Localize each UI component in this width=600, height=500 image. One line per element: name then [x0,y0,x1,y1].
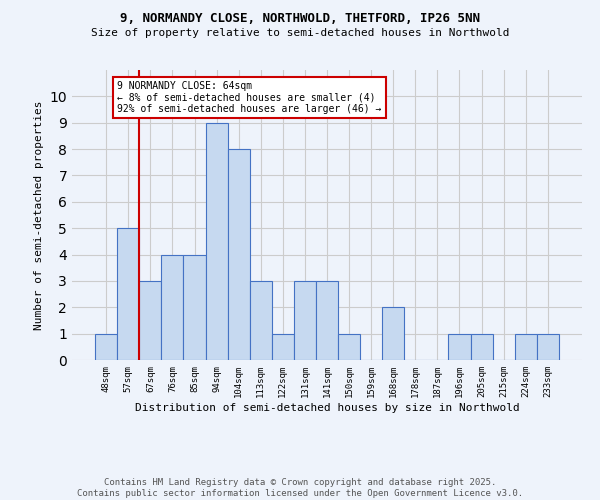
Text: 9, NORMANDY CLOSE, NORTHWOLD, THETFORD, IP26 5NN: 9, NORMANDY CLOSE, NORTHWOLD, THETFORD, … [120,12,480,26]
Bar [95,334,117,360]
Bar [250,281,272,360]
Bar [470,334,493,360]
Bar [206,122,227,360]
Bar [382,308,404,360]
Bar [448,334,470,360]
Bar [515,334,537,360]
Bar [184,254,206,360]
Bar [272,334,294,360]
Text: Size of property relative to semi-detached houses in Northwold: Size of property relative to semi-detach… [91,28,509,38]
Text: Contains HM Land Registry data © Crown copyright and database right 2025.
Contai: Contains HM Land Registry data © Crown c… [77,478,523,498]
Bar [117,228,139,360]
Bar [227,149,250,360]
Bar [294,281,316,360]
X-axis label: Distribution of semi-detached houses by size in Northwold: Distribution of semi-detached houses by … [134,402,520,412]
Bar [139,281,161,360]
Bar [537,334,559,360]
Y-axis label: Number of semi-detached properties: Number of semi-detached properties [34,100,44,330]
Bar [161,254,184,360]
Text: 9 NORMANDY CLOSE: 64sqm
← 8% of semi-detached houses are smaller (4)
92% of semi: 9 NORMANDY CLOSE: 64sqm ← 8% of semi-det… [117,80,382,114]
Bar [316,281,338,360]
Bar [338,334,360,360]
